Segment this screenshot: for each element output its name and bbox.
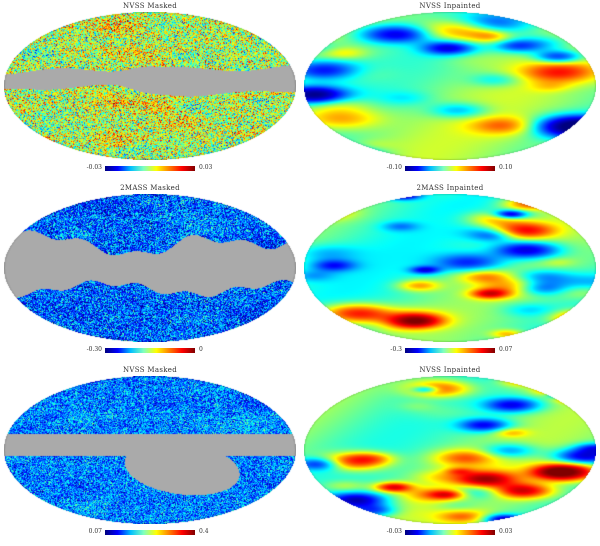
colorbar-max-label: 0.07 [499,346,513,353]
panel-title: 2MASS Masked [120,184,180,192]
colorbar-max-label: 0.03 [499,528,513,535]
mollweide-map [4,194,296,342]
colorbar-max-label: 0 [199,346,203,353]
mollweide-map [4,376,296,524]
panel-nvss-masked-1: NVSS Masked -0.03 0.03 [0,0,300,182]
colorbar [405,166,495,171]
panel-nvss-masked-2: NVSS Masked 0.07 0.4 [0,364,300,546]
mollweide-map [304,194,596,342]
colorbar-min-label: -0.3 [390,346,402,353]
mollweide-map [304,376,596,524]
colorbar-min-label: 0.07 [88,528,102,535]
colorbar-max-label: 0.10 [499,164,513,171]
colorbar [105,166,195,171]
colorbar-min-label: -0.03 [86,164,102,171]
panel-title: NVSS Masked [123,366,177,374]
colorbar-max-label: 0.03 [199,164,213,171]
colorbar-min-label: -0.10 [386,164,402,171]
colorbar [405,348,495,353]
panel-title: NVSS Masked [123,2,177,10]
colorbar [405,530,495,535]
mollweide-map [4,12,296,160]
panel-title: NVSS Inpainted [419,2,481,10]
panel-nvss-inpainted-1: NVSS Inpainted -0.10 0.10 [300,0,600,182]
panel-title: 2MASS Inpainted [416,184,484,192]
colorbar [105,348,195,353]
colorbar-max-label: 0.4 [199,528,209,535]
panel-title: NVSS Inpainted [419,366,481,374]
panel-2mass-inpainted: 2MASS Inpainted -0.3 0.07 [300,182,600,364]
colorbar-min-label: -0.30 [86,346,102,353]
panel-nvss-inpainted-2: NVSS Inpainted -0.03 0.03 [300,364,600,546]
mollweide-map [304,12,596,160]
colorbar-min-label: -0.03 [386,528,402,535]
panel-2mass-masked: 2MASS Masked -0.30 0 [0,182,300,364]
colorbar [105,530,195,535]
